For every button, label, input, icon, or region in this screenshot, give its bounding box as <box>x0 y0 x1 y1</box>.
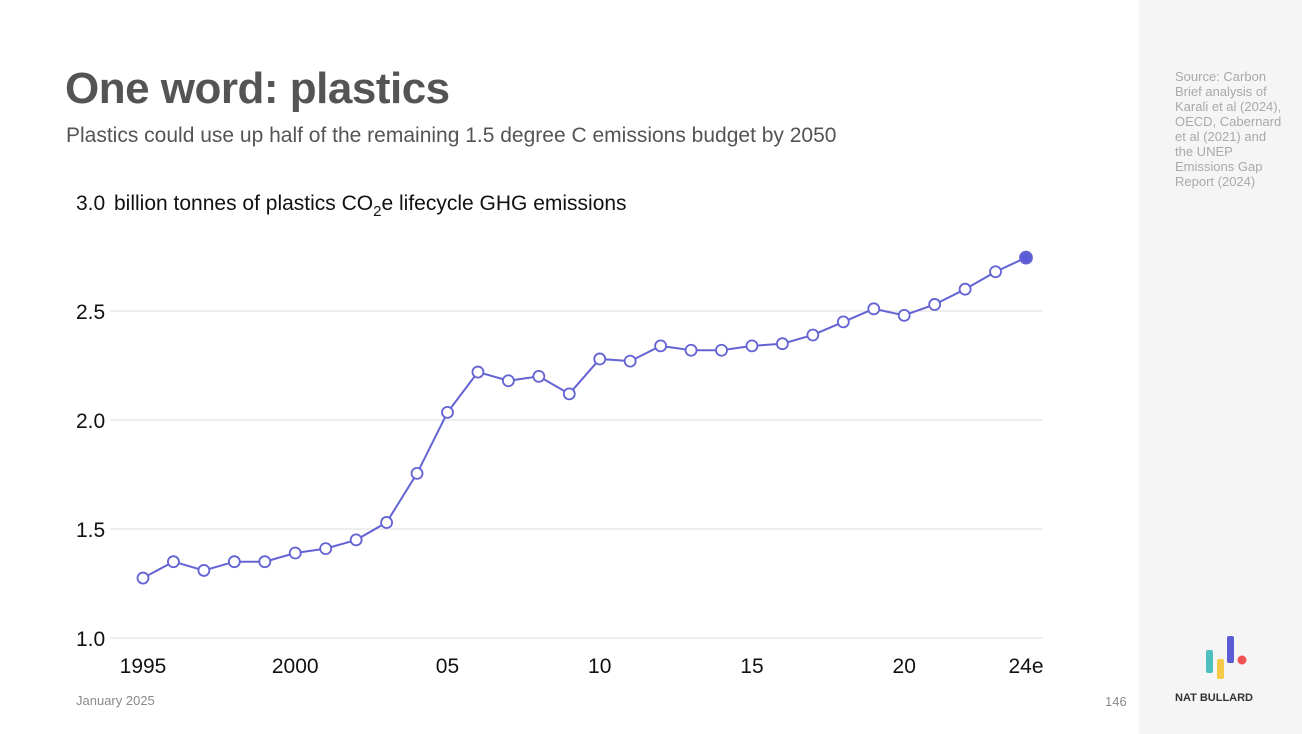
data-point-2010 <box>593 352 607 366</box>
page-number: 146 <box>1105 694 1127 709</box>
page-subtitle: Plastics could use up half of the remain… <box>66 124 837 147</box>
data-point-2002 <box>349 533 363 547</box>
data-point-2021 <box>928 298 942 311</box>
data-point-2020 <box>897 308 911 322</box>
x-tick-label: 05 <box>436 655 459 678</box>
page-title: One word: plastics <box>65 64 450 113</box>
data-point-2015 <box>745 339 759 353</box>
x-tick-label: 10 <box>588 655 611 678</box>
data-point-2012 <box>654 339 668 353</box>
data-point-2016 <box>776 337 789 351</box>
data-point-1996 <box>167 555 180 569</box>
x-tick-label: 15 <box>740 655 763 678</box>
logo-icon <box>1206 636 1247 679</box>
data-point-2014 <box>715 343 728 357</box>
sidebar-panel <box>1139 0 1302 734</box>
data-point-2023 <box>989 265 1002 279</box>
data-point-2006 <box>471 365 485 379</box>
data-point-1997 <box>197 564 211 577</box>
y-axis-unit-label: billion tonnes of plastics CO2e lifecycl… <box>114 192 627 220</box>
data-point-2005 <box>441 405 454 419</box>
source-note: Source: Carbon Brief analysis of Karali … <box>1175 69 1282 189</box>
x-tick-label: 1995 <box>120 655 167 678</box>
data-point-2019 <box>867 302 881 316</box>
data-point-2003 <box>380 516 393 529</box>
y-tick-label: 2.5 <box>76 301 105 324</box>
y-tick-label: 3.0 <box>76 192 105 215</box>
data-point-1999 <box>258 555 272 569</box>
series-line <box>142 256 1027 579</box>
data-point-1998 <box>227 555 241 569</box>
data-point-2018 <box>836 315 850 329</box>
x-tick-label: 24e <box>1008 655 1043 678</box>
y-tick-label: 1.0 <box>76 628 105 651</box>
data-point-1995 <box>136 571 150 585</box>
data-point-2024 <box>1019 250 1033 265</box>
data-point-2004 <box>410 467 424 480</box>
data-point-2001 <box>319 542 333 556</box>
data-point-2009 <box>562 387 576 401</box>
data-point-2017 <box>806 328 820 342</box>
data-point-2022 <box>958 282 972 296</box>
y-tick-label: 2.0 <box>76 410 105 433</box>
x-tick-label: 20 <box>893 655 916 678</box>
data-point-2013 <box>684 343 698 357</box>
y-tick-label: 1.5 <box>76 519 105 542</box>
data-point-2008 <box>532 369 546 383</box>
brand-name: NAT BULLARD <box>1175 692 1254 704</box>
x-tick-label: 2000 <box>272 655 319 678</box>
data-point-2007 <box>501 374 515 388</box>
footer-date: January 2025 <box>76 693 155 708</box>
data-point-2011 <box>623 354 637 368</box>
data-point-2000 <box>288 546 302 560</box>
